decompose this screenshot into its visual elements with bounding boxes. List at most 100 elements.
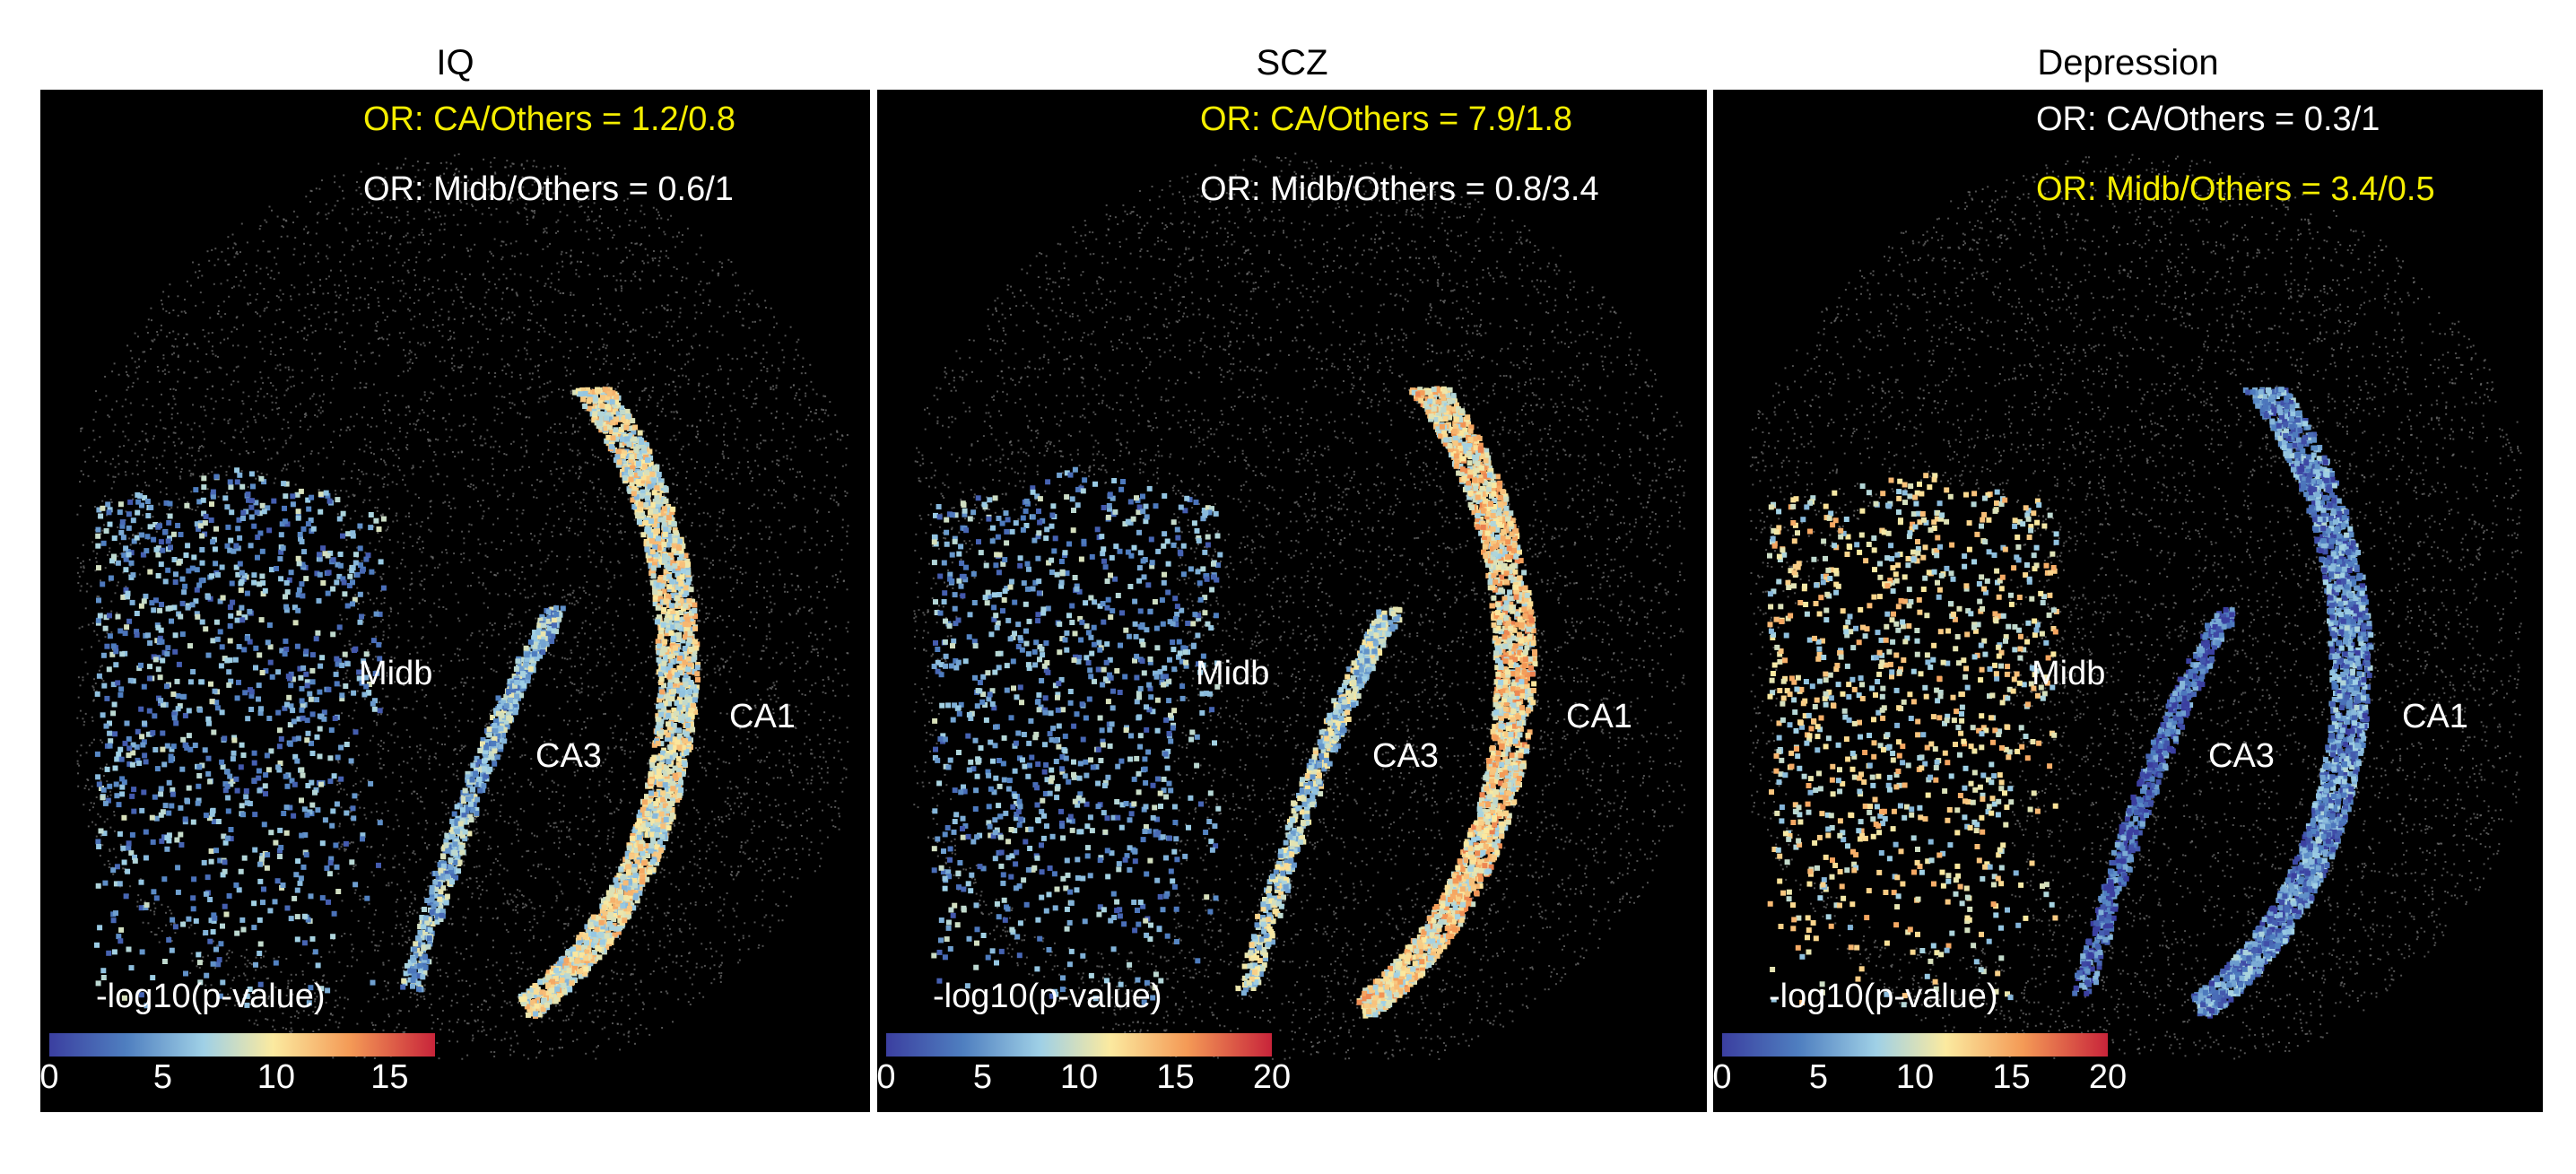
tissue-dot [224, 259, 227, 262]
tissue-dot [822, 421, 824, 422]
tissue-dot [462, 285, 465, 288]
tissue-dot [652, 279, 655, 282]
tissue-dot [679, 386, 682, 388]
tissue-dot [344, 254, 345, 257]
tissue-dot [439, 969, 441, 971]
tissue-dot [721, 266, 724, 268]
tissue-dot [305, 338, 308, 341]
tissue-dot [522, 961, 524, 964]
tissue-dot [559, 841, 561, 844]
tissue-dot [471, 346, 474, 349]
tissue-dot [695, 253, 698, 256]
tissue-dot [467, 1022, 470, 1025]
tissue-dot [423, 989, 426, 992]
tissue-dot [483, 602, 485, 604]
tissue-dot [549, 756, 552, 759]
tissue-dot [223, 418, 226, 421]
tissue-dot [112, 848, 115, 850]
tissue-dot [599, 897, 602, 900]
tissue-dot [279, 363, 282, 366]
tissue-dot [452, 370, 455, 371]
tissue-dot [579, 465, 581, 468]
tissue-dot [245, 345, 248, 348]
tissue-dot [611, 970, 613, 972]
tissue-dot [458, 648, 461, 651]
tissue-dot [566, 558, 569, 561]
tissue-dot [654, 702, 656, 705]
tissue-dot [357, 208, 360, 211]
tissue-dot [805, 837, 808, 839]
tissue-dot [723, 864, 726, 866]
tissue-dot [430, 239, 432, 242]
tissue-dot [466, 980, 467, 982]
tissue-dot [544, 560, 547, 562]
tissue-dot [631, 939, 634, 942]
tissue-dot [642, 430, 645, 432]
tissue-dot [658, 940, 661, 943]
tissue-dot [295, 405, 297, 408]
tissue-dot [701, 766, 703, 769]
tissue-dot [463, 745, 466, 748]
tissue-dot [560, 431, 562, 434]
tissue-dot [492, 307, 494, 309]
tissue-dot [636, 409, 638, 412]
tissue-dot [816, 734, 819, 736]
tissue-dot [606, 838, 609, 840]
tissue-dot [480, 893, 482, 896]
tissue-dot [537, 188, 540, 191]
tissue-dot [613, 274, 615, 277]
tissue-dot [307, 292, 309, 295]
tissue-dot [718, 851, 721, 854]
tissue-dot [510, 196, 513, 199]
tissue-dot [253, 1022, 256, 1025]
tissue-dot [131, 449, 134, 452]
tissue-dot [257, 1023, 259, 1026]
tissue-dot [428, 1006, 431, 1009]
tissue-dot [542, 187, 544, 189]
tissue-dot [405, 413, 407, 416]
tissue-dot [280, 970, 283, 973]
tissue-dot [314, 998, 317, 1000]
tissue-dot [600, 764, 603, 767]
tissue-dot [680, 368, 683, 370]
tissue-dot [709, 848, 711, 850]
tissue-dot [492, 629, 495, 631]
tissue-dot [451, 763, 454, 766]
tissue-dot [666, 911, 669, 914]
tissue-dot [493, 483, 496, 486]
tissue-dot [553, 822, 555, 824]
tissue-dot [722, 315, 725, 317]
tissue-dot [145, 398, 148, 401]
tissue-dot [490, 570, 492, 573]
tissue-dot [387, 483, 389, 486]
tissue-dot [478, 897, 481, 900]
tissue-dot [847, 630, 849, 633]
tissue-dot [340, 787, 343, 790]
tissue-dot [524, 929, 527, 931]
tissue-dot [198, 967, 201, 969]
tissue-dot [255, 477, 257, 480]
tissue-dot [695, 436, 698, 439]
tissue-dot [837, 502, 840, 505]
tissue-dot [420, 996, 422, 998]
tissue-dot [471, 1039, 474, 1042]
tissue-dot [445, 375, 448, 378]
tissue-dot [603, 656, 605, 658]
tissue-dot [409, 681, 412, 683]
tissue-dot [300, 420, 302, 422]
tissue-dot [543, 231, 545, 234]
tissue-dot [458, 366, 461, 369]
tissue-dot [213, 417, 215, 420]
tissue-dot [480, 1008, 483, 1011]
tissue-dot [358, 469, 360, 471]
tissue-dot [477, 839, 480, 842]
tissue-dot [339, 822, 341, 825]
tissue-dot [656, 425, 658, 427]
tissue-dot [836, 581, 839, 583]
tissue-dot [785, 642, 788, 645]
tissue-dot [290, 386, 292, 388]
tissue-dot [640, 981, 642, 983]
tissue-dot [255, 311, 257, 313]
tissue-dot [442, 416, 445, 419]
tissue-dot [673, 501, 675, 504]
